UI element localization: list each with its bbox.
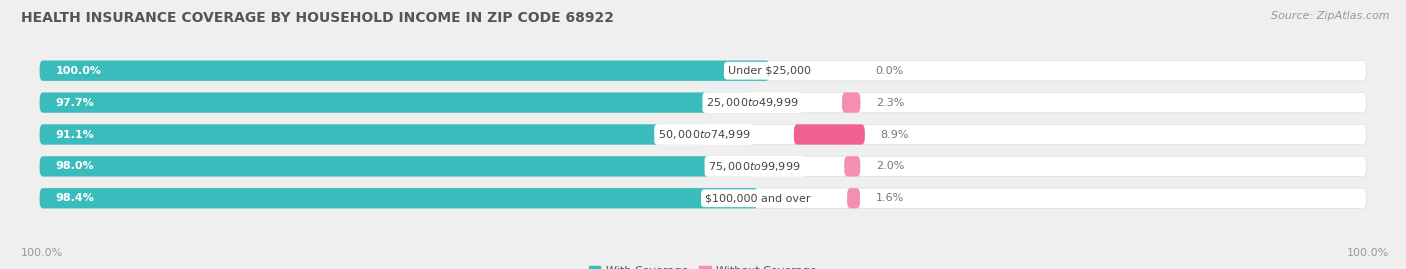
Text: 100.0%: 100.0% [21,248,63,258]
Text: $25,000 to $49,999: $25,000 to $49,999 [706,96,799,109]
FancyBboxPatch shape [39,61,1367,81]
Text: 0.0%: 0.0% [875,66,903,76]
Text: 2.3%: 2.3% [876,98,904,108]
FancyBboxPatch shape [39,124,1367,145]
FancyBboxPatch shape [846,188,860,208]
Text: Under $25,000: Under $25,000 [728,66,811,76]
Text: $50,000 to $74,999: $50,000 to $74,999 [658,128,751,141]
Text: 8.9%: 8.9% [880,129,910,140]
Text: 2.0%: 2.0% [876,161,904,171]
FancyBboxPatch shape [39,156,755,176]
Text: 97.7%: 97.7% [56,98,94,108]
FancyBboxPatch shape [39,93,752,113]
Text: Source: ZipAtlas.com: Source: ZipAtlas.com [1271,11,1389,21]
FancyBboxPatch shape [842,93,860,113]
Text: 100.0%: 100.0% [56,66,101,76]
Text: 1.6%: 1.6% [876,193,904,203]
Text: $75,000 to $99,999: $75,000 to $99,999 [709,160,801,173]
Text: HEALTH INSURANCE COVERAGE BY HOUSEHOLD INCOME IN ZIP CODE 68922: HEALTH INSURANCE COVERAGE BY HOUSEHOLD I… [21,11,614,25]
Text: 98.0%: 98.0% [56,161,94,171]
Text: $100,000 and over: $100,000 and over [704,193,810,203]
FancyBboxPatch shape [39,188,1367,208]
FancyBboxPatch shape [794,124,865,145]
FancyBboxPatch shape [39,188,758,208]
Legend: With Coverage, Without Coverage: With Coverage, Without Coverage [585,261,821,269]
Text: 100.0%: 100.0% [1347,248,1389,258]
FancyBboxPatch shape [844,156,860,176]
FancyBboxPatch shape [39,124,704,145]
Text: 91.1%: 91.1% [56,129,94,140]
FancyBboxPatch shape [39,156,1367,176]
FancyBboxPatch shape [39,61,769,81]
FancyBboxPatch shape [39,93,1367,113]
Text: 98.4%: 98.4% [56,193,94,203]
